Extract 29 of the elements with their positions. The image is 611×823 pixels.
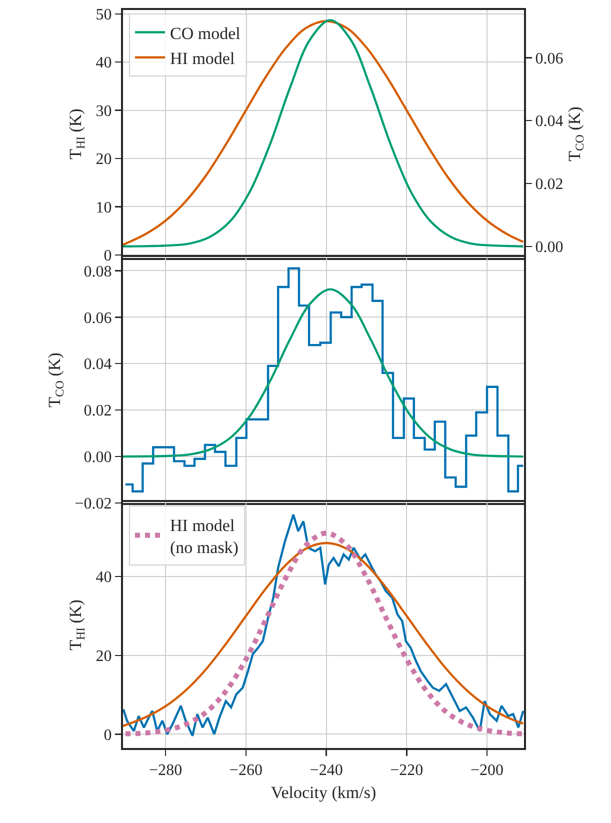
legend-label: CO model: [170, 24, 241, 43]
y2-tick-label: 0.04: [535, 113, 564, 130]
x-tick-label: −280: [149, 762, 182, 780]
y-tick-label: 0.08: [84, 263, 112, 280]
x-tick-label: −200: [470, 762, 504, 780]
y-tick-label: 0.06: [84, 310, 112, 327]
legend-label: HI model: [170, 49, 235, 68]
y-tick-label: 10: [96, 199, 112, 216]
y-tick-label: 0.02: [84, 402, 112, 420]
y-tick-label: 0.04: [84, 356, 112, 374]
y-tick-label: 20: [96, 151, 112, 168]
y2-tick-label: 0.00: [535, 238, 564, 256]
y-tick-label: 0: [104, 247, 112, 264]
line-series: [123, 288, 524, 458]
y-tick-label: 50: [96, 6, 112, 24]
y-tick-label: 40: [96, 54, 112, 72]
x-tick-label: −220: [390, 762, 424, 780]
legend-label: HI model (no mask): [170, 516, 238, 557]
y-tick-label: 30: [96, 102, 112, 120]
y-tick-label: 40: [96, 569, 112, 586]
y-tick-label: 0.00: [84, 449, 112, 466]
y2-tick-label: 0.06: [535, 50, 564, 68]
x-tick-label: −260: [229, 762, 262, 780]
x-tick-label: −240: [310, 762, 343, 780]
y-tick-label: 0: [104, 726, 112, 744]
y-tick-label: 20: [96, 648, 112, 665]
x-axis-title: Velocity (km/s): [270, 783, 376, 802]
y-tick-label: −0.02: [74, 496, 112, 513]
y2-tick-label: 0.02: [535, 176, 564, 194]
